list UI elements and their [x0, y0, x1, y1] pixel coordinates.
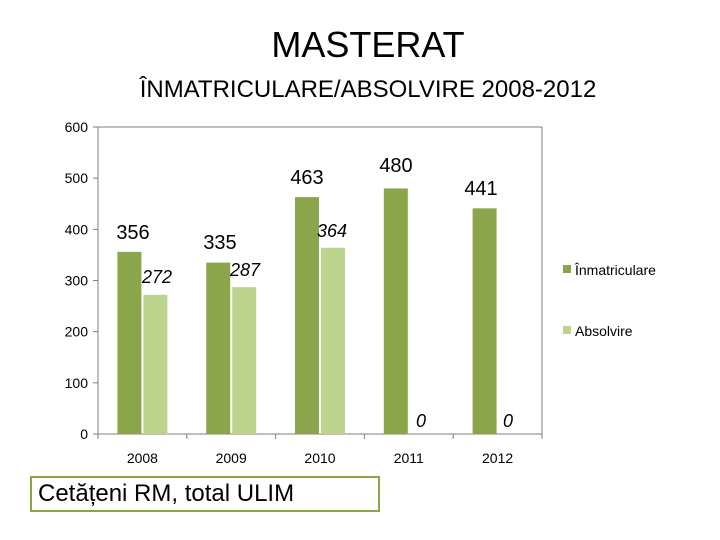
chart-title: MASTERAT	[271, 24, 465, 65]
y-tick-label: 300	[65, 273, 89, 289]
data-label-absolvire: 364	[317, 221, 347, 241]
y-tick-label: 0	[80, 426, 88, 442]
data-label-inmatriculare: 356	[116, 222, 149, 244]
data-label-inmatriculare: 441	[464, 178, 497, 200]
x-tick-label: 2012	[482, 450, 513, 466]
y-tick-label: 600	[65, 119, 89, 135]
footer-note: Cetățeni RM, total ULIM	[38, 480, 295, 507]
data-label-inmatriculare: 480	[379, 155, 412, 177]
y-tick-label: 500	[65, 170, 89, 186]
x-tick-label: 2008	[127, 450, 158, 466]
bar-inmatriculare	[383, 188, 408, 434]
bar-absolvire	[321, 247, 345, 434]
bar-inmatriculare	[117, 251, 142, 434]
bar-inmatriculare	[472, 208, 497, 434]
legend-swatch-absolvire	[563, 326, 571, 334]
bar-absolvire	[232, 287, 257, 434]
data-label-absolvire: 0	[503, 411, 513, 431]
bar-inmatriculare	[206, 262, 231, 434]
data-label-inmatriculare: 463	[290, 167, 323, 189]
legend-label-absolvire: Absolvire	[575, 323, 633, 339]
y-tick-label: 400	[65, 221, 89, 237]
data-label-inmatriculare: 335	[203, 232, 236, 254]
data-label-absolvire: 0	[416, 411, 426, 431]
bar-inmatriculare	[295, 197, 319, 434]
bar-absolvire	[143, 294, 168, 434]
data-label-absolvire: 272	[141, 267, 172, 287]
x-tick-label: 2011	[394, 450, 424, 466]
data-label-absolvire: 287	[229, 260, 261, 280]
legend-swatch-inmatriculare	[563, 265, 571, 273]
footer-note-box: Cetățeni RM, total ULIM	[30, 476, 380, 512]
y-tick-label: 200	[65, 324, 89, 340]
x-tick-label: 2010	[304, 450, 335, 466]
y-tick-label: 100	[65, 375, 89, 391]
legend-label-inmatriculare: Înmatriculare	[574, 262, 656, 278]
x-tick-label: 2009	[216, 450, 247, 466]
chart-subtitle: ÎNMATRICULARE/ABSOLVIRE 2008-2012	[139, 76, 597, 103]
